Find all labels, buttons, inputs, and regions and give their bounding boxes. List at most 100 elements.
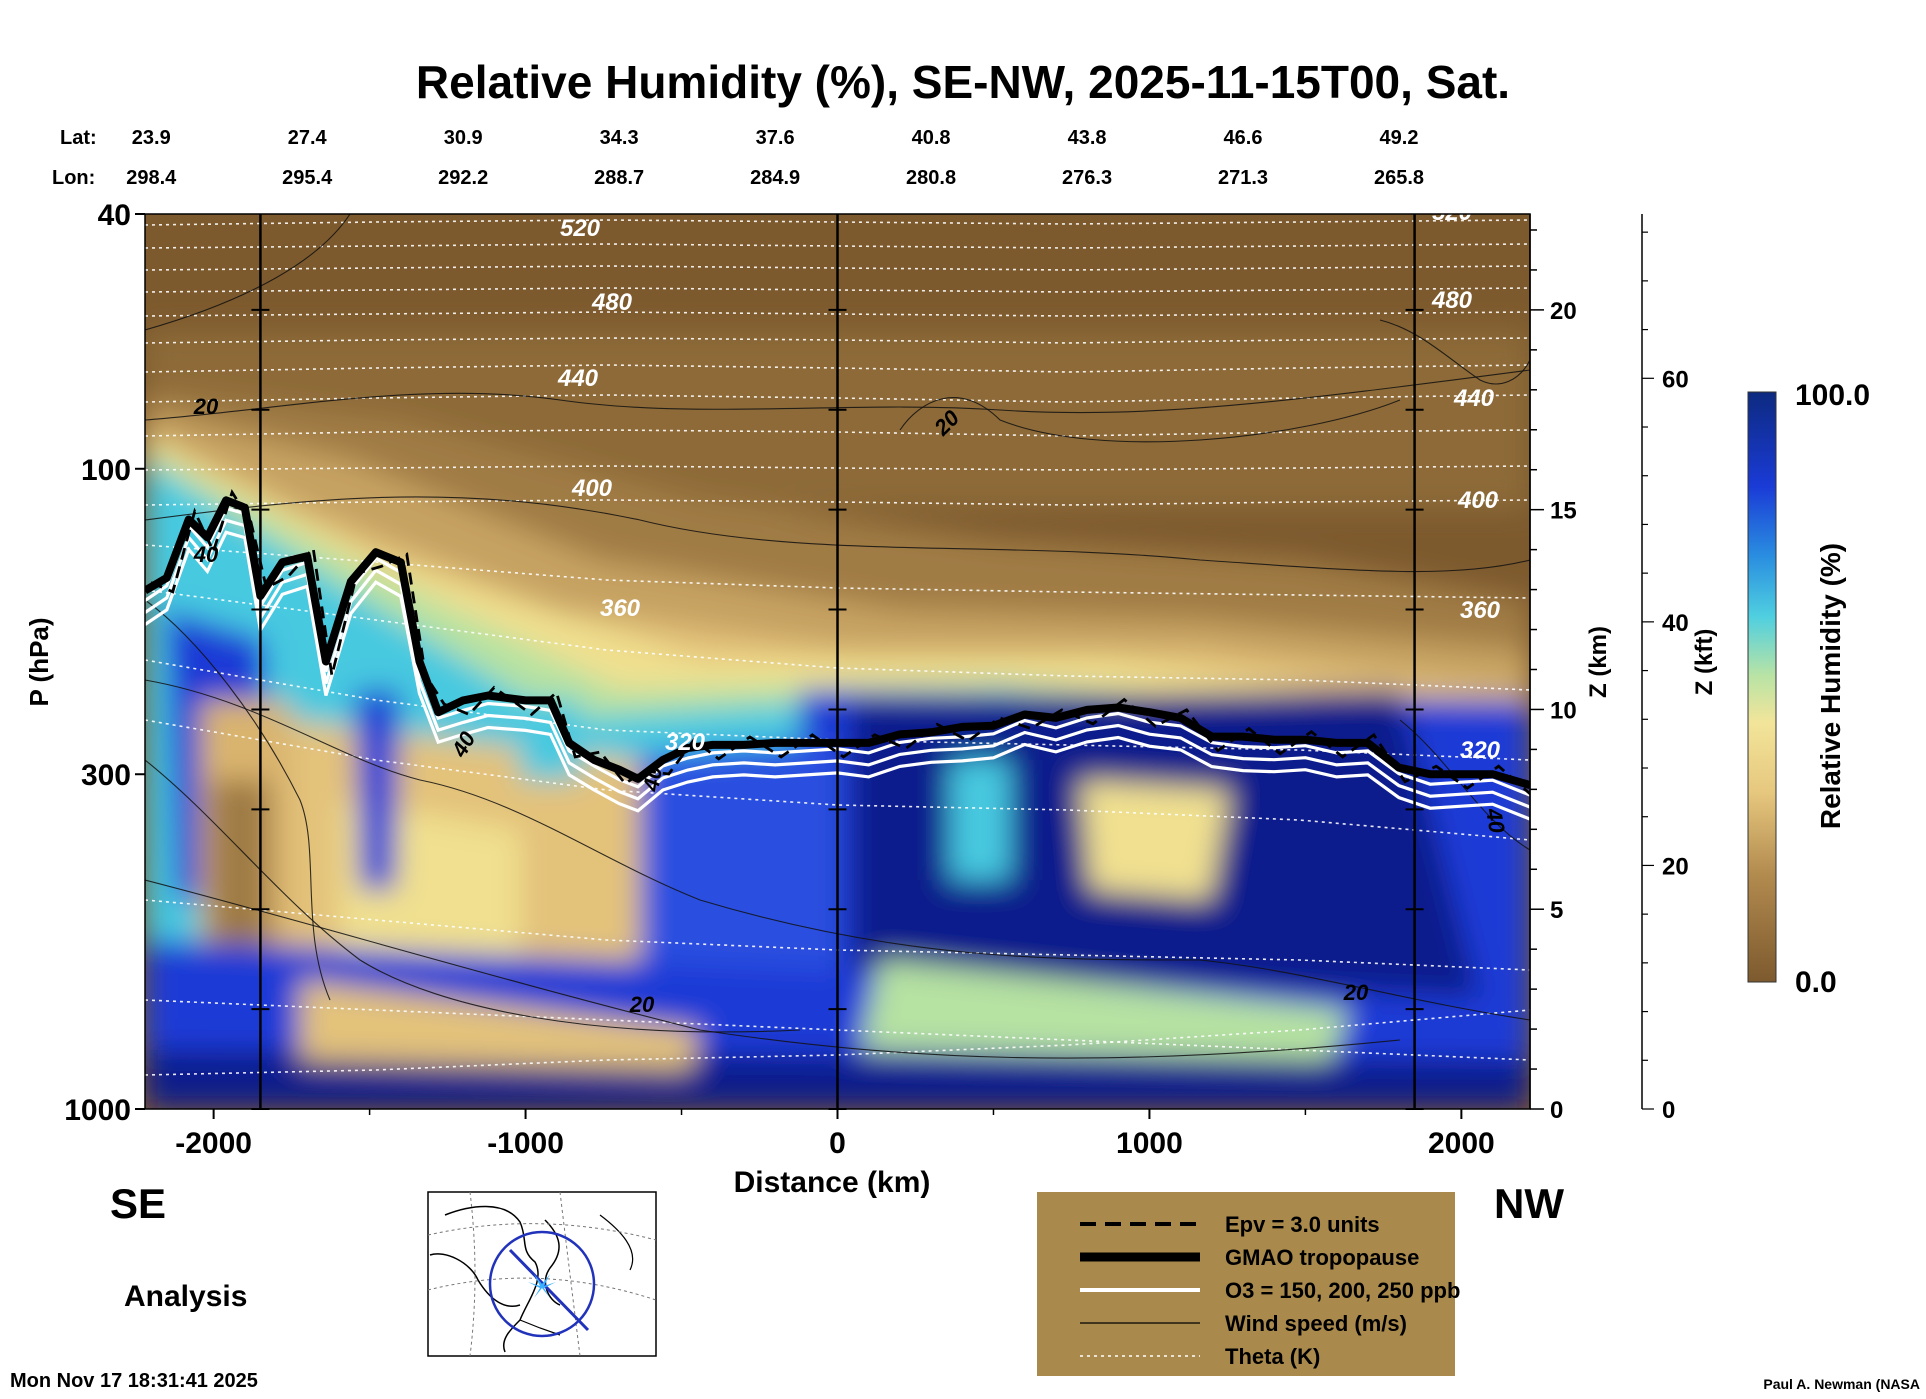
wind-speed-contour: [145, 879, 1401, 1059]
colorbar-label: Relative Humidity (%): [1815, 543, 1846, 829]
wind-label: 20: [193, 394, 219, 419]
wind-label: 40: [193, 542, 219, 567]
z-kft-tick-label: 20: [1662, 853, 1689, 880]
p-tick-label: 1000: [64, 1094, 131, 1127]
p-tick-label: 100: [81, 454, 131, 487]
side-label-se: SE: [110, 1180, 166, 1227]
p-tick-label: 40: [98, 199, 131, 232]
p-tick-label: 300: [81, 759, 131, 792]
wind-speed-contour: [145, 214, 351, 331]
theta-label: 360: [1460, 597, 1501, 624]
z-km-tick-label: 15: [1550, 498, 1577, 525]
z-km-tick-label: 20: [1550, 298, 1577, 325]
x-tick-label: 0: [829, 1127, 846, 1160]
theta-label: 400: [571, 475, 613, 502]
colorbar-max-label: 100.0: [1795, 379, 1870, 412]
x-tick-label: 2000: [1428, 1127, 1495, 1160]
theta-label: 320: [1460, 737, 1501, 764]
lon-header: Lon:: [52, 167, 95, 189]
contour-overlays: 520 520 480 480 440 440 400 400 360 360 320 320 20 20…: [145, 199, 1530, 1076]
theta-label: 520: [560, 215, 601, 242]
z-kft-tick-label: 40: [1662, 610, 1689, 637]
x-axis-label: Distance (km): [734, 1166, 931, 1199]
location-map: [427, 1191, 657, 1357]
theta-label: 360: [600, 595, 641, 622]
z-kft-tick-label: 0: [1662, 1097, 1675, 1124]
ozone-contour: [145, 530, 1530, 821]
lat-lon-header: Lat: Lon: 23.9 298.4 27.4 295.4 30.9 292.2 34.…: [52, 127, 1424, 189]
lon-label: 284.9: [750, 167, 800, 189]
x-tick-label: -2000: [175, 1127, 252, 1160]
theta-label: 440: [557, 365, 599, 392]
theta-label: 480: [1431, 287, 1473, 314]
lat-label: 46.6: [1224, 127, 1263, 149]
analysis-label: Analysis: [124, 1280, 247, 1313]
y-axis-pressure: 40 100 300 1000: [64, 199, 145, 1127]
colorbar-ramp: [1747, 391, 1777, 983]
z-km-tick-label: 0: [1550, 1097, 1563, 1124]
lon-label: 292.2: [438, 167, 488, 189]
timestamp: Mon Nov 17 18:31:41 2025: [10, 1370, 258, 1392]
humidity-field: [145, 214, 1530, 1109]
lat-label: 23.9: [132, 127, 171, 149]
legend-item-label: GMAO tropopause: [1225, 1245, 1419, 1270]
y-axis-z-km: 0 5 10 15 20: [1529, 214, 1577, 1124]
lat-label: 27.4: [288, 127, 328, 149]
theta-contour: [145, 589, 1530, 691]
z-km-tick-label: 5: [1550, 897, 1563, 924]
legend-item-label: Theta (K): [1225, 1344, 1320, 1369]
legend-item-label: Wind speed (m/s): [1225, 1311, 1407, 1336]
wind-speed-contour: [899, 397, 1401, 443]
x-axis: -2000 -1000 0 1000 2000: [175, 1109, 1495, 1160]
side-label-nw: NW: [1494, 1180, 1564, 1227]
legend-item-label: Epv = 3.0 units: [1225, 1212, 1380, 1237]
wind-speed-contour: [1399, 719, 1530, 851]
wind-speed-contour: [145, 496, 1530, 573]
y-axis-label: P (hPa): [24, 617, 54, 706]
tropopause-line: [145, 496, 1530, 789]
y-axis-z-kft: 0 20 40 60: [1641, 214, 1689, 1124]
z-kft-axis-label: Z (kft): [1691, 629, 1718, 696]
theta-label: 440: [1453, 385, 1495, 412]
chart-title: Relative Humidity (%), SE-NW, 2025-11-15…: [416, 56, 1510, 108]
x-tick-label: -1000: [487, 1127, 564, 1160]
x-tick-label: 1000: [1116, 1127, 1183, 1160]
z-km-tick-label: 10: [1550, 697, 1577, 724]
lon-label: 295.4: [282, 167, 333, 189]
z-kft-tick-label: 60: [1662, 366, 1689, 393]
lat-label: 34.3: [600, 127, 639, 149]
wind-speed-contour: [1379, 319, 1530, 385]
lat-label: 40.8: [912, 127, 951, 149]
wind-speed-contour: [145, 679, 1530, 1021]
wind-label: 20: [1343, 980, 1369, 1005]
wind-speed-contour: [145, 599, 331, 1001]
legend-item-label: O3 = 150, 200, 250 ppb: [1225, 1278, 1460, 1303]
lon-label: 271.3: [1218, 167, 1268, 189]
theta-label: 320: [665, 729, 706, 756]
colorbar: 100.0 0.0 Relative Humidity (%): [1747, 379, 1870, 999]
colorbar-min-label: 0.0: [1795, 966, 1837, 999]
lon-label: 280.8: [906, 167, 956, 189]
lat-label: 43.8: [1068, 127, 1107, 149]
lat-header: Lat:: [60, 127, 97, 149]
theta-label: 480: [591, 289, 633, 316]
wind-speed-contour: [145, 759, 801, 1033]
credit: Paul A. Newman (NASA: [1763, 1376, 1920, 1392]
wind-speed-contour: [145, 369, 1530, 421]
lon-label: 265.8: [1374, 167, 1424, 189]
theta-label: 520: [1432, 199, 1473, 226]
lat-label: 37.6: [756, 127, 795, 149]
legend: Epv = 3.0 units GMAO tropopause O3 = 150, …: [1037, 1192, 1460, 1376]
wind-label: 20: [629, 992, 655, 1017]
lon-label: 276.3: [1062, 167, 1112, 189]
lon-label: 298.4: [126, 167, 177, 189]
lat-label: 49.2: [1380, 127, 1419, 149]
lon-label: 288.7: [594, 167, 644, 189]
z-km-axis-label: Z (km): [1585, 626, 1612, 698]
lat-label: 30.9: [444, 127, 483, 149]
theta-label: 400: [1457, 487, 1499, 514]
wind-label: 40: [1481, 805, 1510, 835]
theta-contour: [145, 1009, 1530, 1076]
